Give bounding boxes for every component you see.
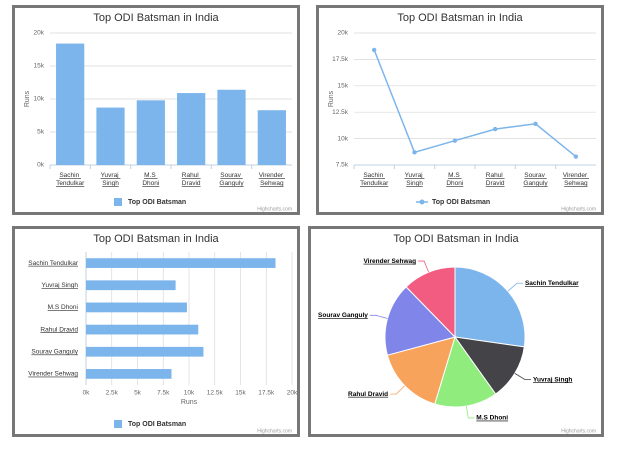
y-tick-label: 12.5k [332, 109, 349, 116]
y-tick-label: Rahul Dravid [40, 326, 78, 333]
bar [86, 258, 276, 268]
y-tick-label: Sachin Tendulkar [28, 260, 79, 267]
y-axis-title: Runs [24, 90, 31, 107]
pie-label: Rahul Dravid [348, 391, 388, 398]
line-point [412, 150, 417, 155]
line-point [492, 126, 498, 132]
y-tick-label: 15k [34, 63, 45, 70]
x-tick-label: M.S Dhoni [142, 172, 159, 187]
pie-label: Yuvraj Singh [533, 376, 572, 383]
bar [86, 280, 176, 291]
legend-symbol [114, 198, 122, 206]
y-tick-label: 10k [34, 96, 45, 103]
chart-title: Top ODI Batsman in India [397, 12, 523, 24]
x-tick-label: 2.5k [106, 390, 119, 397]
pie-label: Virender Sehwag [363, 258, 416, 265]
pie-label: Sourav Ganguly [318, 312, 368, 319]
y-tick-label: Yuvraj Singh [42, 282, 79, 289]
x-tick-label: 20k [287, 390, 298, 397]
pie-connector [390, 385, 406, 395]
y-tick-label: 5k [37, 129, 45, 136]
x-tick-label: 10k [184, 390, 195, 397]
line-point [371, 47, 377, 53]
x-tick-label: M.S Dhoni [446, 172, 463, 187]
line-point [533, 121, 538, 127]
chart-title: Top ODI Batsman in India [93, 12, 219, 24]
bar [86, 302, 187, 313]
bar [86, 346, 204, 357]
bar [96, 107, 125, 165]
y-axis-title: Runs [328, 90, 335, 107]
bar [177, 93, 206, 165]
legend-label: Top ODI Batsman [128, 199, 186, 206]
x-tick-label: Sachin Tendulkar [360, 172, 389, 187]
x-tick-label: Sourav Ganguly [523, 172, 548, 187]
y-tick-label: Sourav Ganguly [31, 348, 78, 355]
credits: Highcharts.com [257, 428, 292, 434]
credits: Highcharts.com [561, 428, 596, 434]
x-tick-label: Rahul Dravid [182, 172, 201, 187]
credits: Highcharts.com [561, 206, 596, 212]
pie-connector [514, 373, 532, 381]
x-tick-label: Yuvraj Singh [101, 172, 121, 187]
y-tick-label: 20k [338, 30, 349, 37]
chart-panel [316, 5, 604, 215]
pie-connector [369, 314, 388, 319]
y-tick-label: 0k [37, 162, 45, 169]
y-tick-label: Virender Sehwag [28, 371, 78, 378]
credits: Highcharts.com [257, 206, 292, 212]
pie-slice [386, 336, 456, 405]
y-tick-label: M.S Dhoni [48, 304, 78, 311]
x-tick-label: Sourav Ganguly [219, 172, 244, 187]
legend-symbol [419, 199, 425, 205]
x-tick-label: 0k [83, 390, 91, 397]
line-point [573, 154, 579, 159]
y-tick-label: 15k [338, 83, 349, 90]
pie-label: Sachin Tendulkar [525, 280, 579, 287]
chart-title: Top ODI Batsman in India [93, 233, 219, 245]
pie-slice [384, 286, 456, 356]
pie-connector [465, 406, 475, 419]
x-tick-label: Virender Sehwag [259, 172, 285, 187]
x-tick-label: 17.5k [258, 390, 275, 397]
bar [136, 100, 165, 165]
x-axis-title: Runs [181, 399, 198, 406]
bar [257, 110, 286, 165]
y-tick-label: 10k [338, 135, 349, 142]
legend-label: Top ODI Batsman [128, 421, 186, 428]
x-tick-label: Virender Sehwag [563, 172, 589, 187]
x-tick-label: Rahul Dravid [486, 172, 505, 187]
bar [86, 369, 172, 379]
bar [56, 43, 85, 166]
y-tick-label: 17.5k [332, 56, 349, 63]
legend-label: Top ODI Batsman [432, 199, 490, 206]
line-series [373, 49, 577, 158]
legend-symbol [114, 420, 122, 428]
pie-label: M.S Dhoni [476, 415, 508, 422]
line-point [452, 138, 458, 143]
x-tick-label: 15k [235, 390, 246, 397]
x-tick-label: 7.5k [157, 390, 170, 397]
y-tick-label: 20k [34, 30, 45, 37]
pie-slice [453, 336, 525, 395]
chart-title: Top ODI Batsman in India [393, 233, 519, 245]
x-tick-label: Sachin Tendulkar [56, 172, 85, 187]
bar [217, 89, 246, 165]
bar [86, 324, 199, 335]
y-tick-label: 7.5k [336, 162, 349, 169]
x-tick-label: 5k [134, 390, 142, 397]
x-tick-label: 12.5k [207, 390, 224, 397]
pie-connector [507, 282, 523, 292]
x-tick-label: Yuvraj Singh [405, 172, 425, 187]
pie-connector [418, 260, 429, 273]
